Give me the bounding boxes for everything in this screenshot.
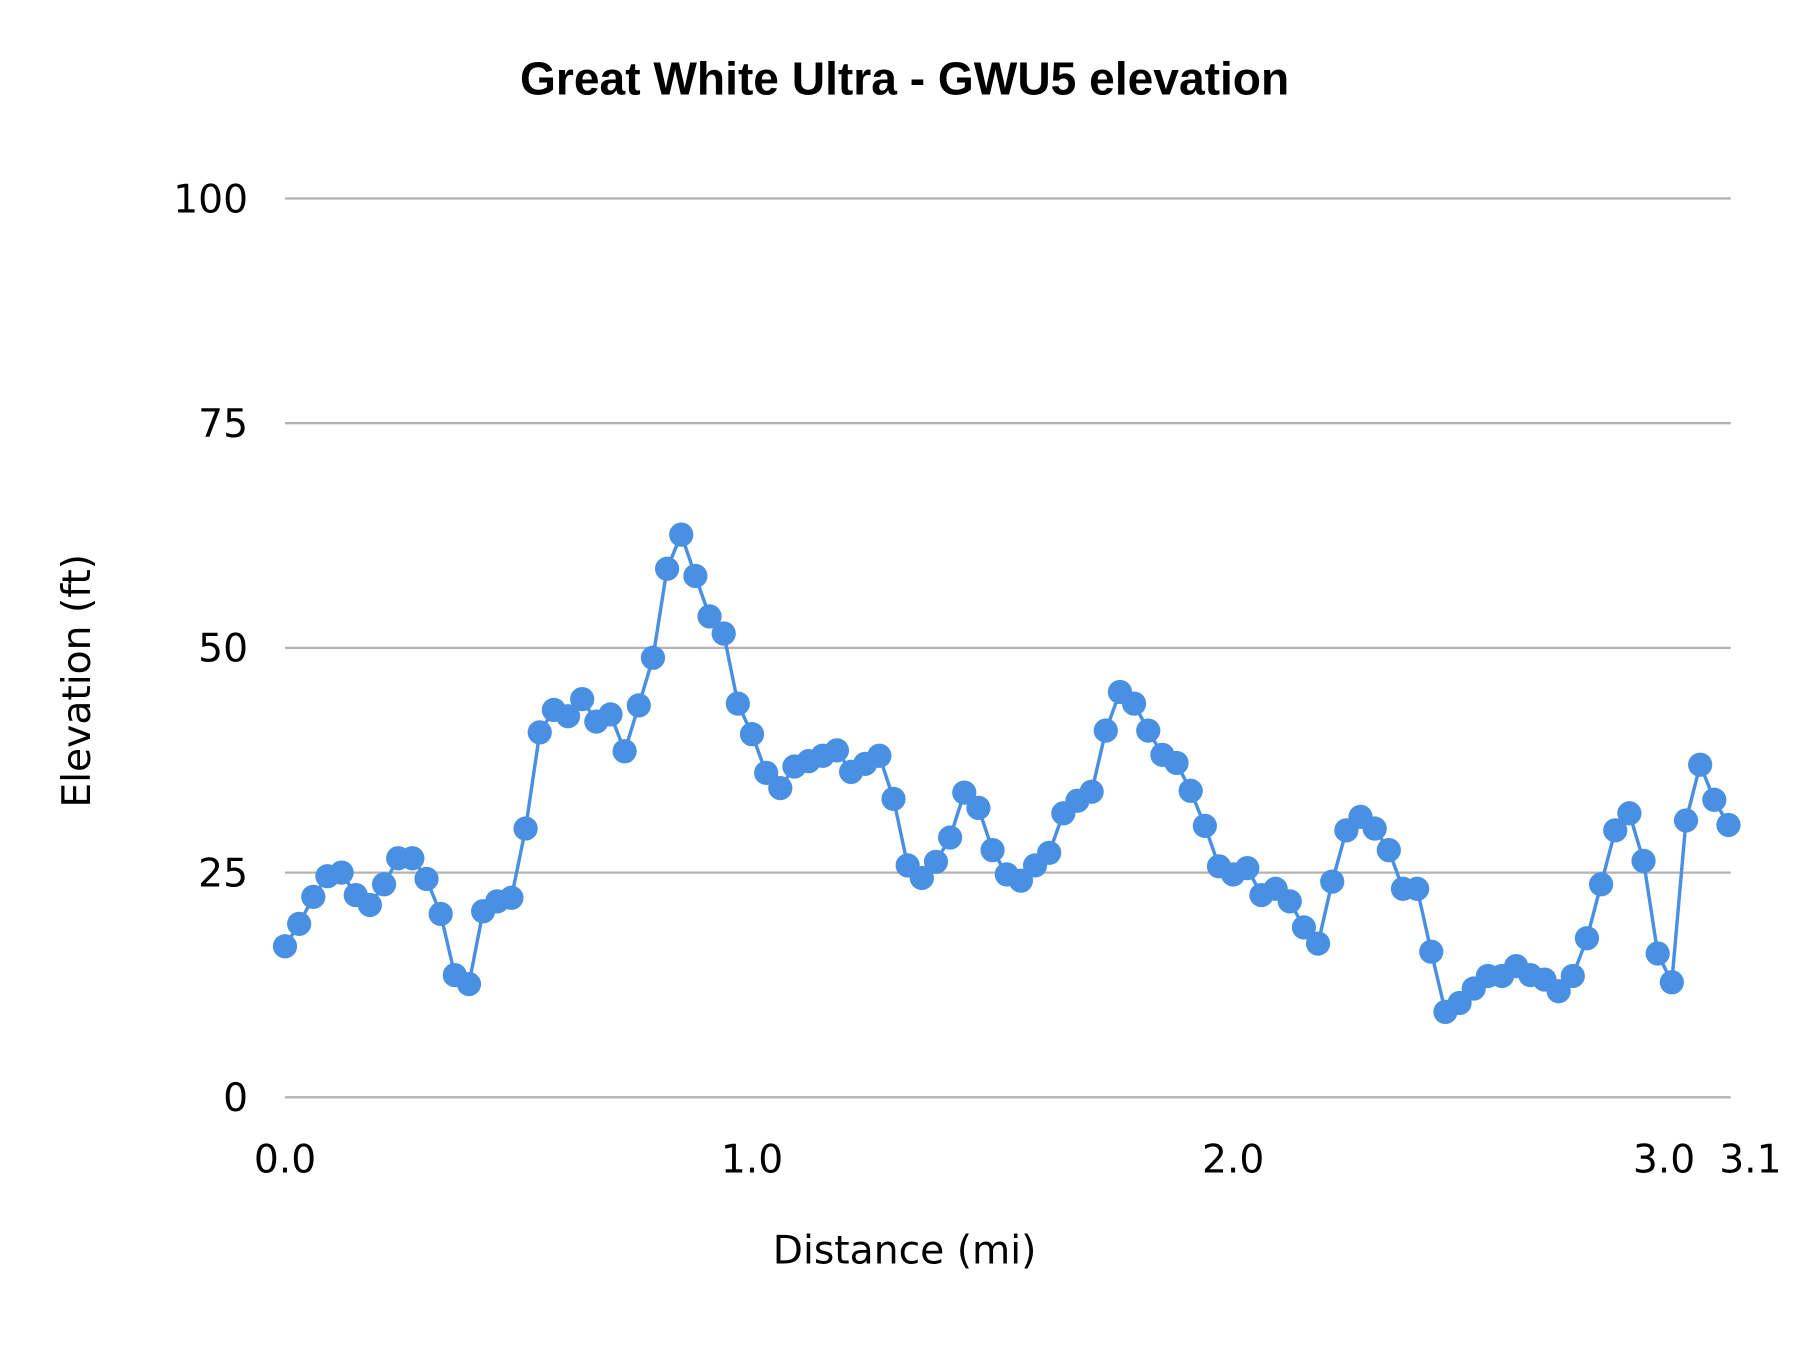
data-point <box>640 645 666 670</box>
data-point <box>527 720 552 745</box>
data-point <box>725 691 750 716</box>
y-axis-ticks: 0 25 50 75 100 <box>173 177 248 1121</box>
data-point <box>1121 691 1147 716</box>
y-tick-label: 0 <box>223 1076 248 1121</box>
data-point <box>1291 915 1317 940</box>
data-point <box>1376 838 1401 863</box>
data-point <box>1362 816 1387 841</box>
data-point <box>683 563 708 589</box>
data-point <box>980 838 1005 863</box>
x-axis-ticks: 0.0 1.0 2.0 3.0 3.1 <box>254 1137 1782 1182</box>
data-point <box>1546 979 1571 1004</box>
data-point <box>598 702 623 727</box>
data-point <box>711 621 736 646</box>
data-point <box>1588 872 1614 897</box>
data-point <box>1688 752 1713 777</box>
y-tick-label: 75 <box>198 402 248 447</box>
data-point <box>1320 869 1345 894</box>
data-point <box>301 884 326 909</box>
data-point <box>1305 931 1331 956</box>
x-tick-label: 3.0 <box>1633 1137 1695 1182</box>
data-point <box>1405 876 1430 901</box>
x-axis-label: Distance (mi) <box>773 1228 1037 1273</box>
data-point <box>1617 801 1642 826</box>
data-point <box>287 911 312 936</box>
data-point <box>1037 840 1062 865</box>
data-point <box>697 604 722 629</box>
data-point <box>966 795 991 820</box>
data-point <box>1008 868 1033 893</box>
data-point <box>1136 718 1161 743</box>
x-tick-label: 3.1 <box>1719 1137 1781 1182</box>
data-point <box>272 934 298 959</box>
x-tick-label: 0.0 <box>254 1137 316 1182</box>
data-point <box>938 825 963 850</box>
x-tick-label: 2.0 <box>1202 1137 1264 1182</box>
data-point <box>1178 778 1203 803</box>
data-point <box>909 865 934 891</box>
data-point <box>1603 818 1628 843</box>
data-point <box>1277 889 1302 914</box>
data-point <box>570 687 595 712</box>
data-point <box>1716 812 1741 838</box>
data-point <box>626 693 651 718</box>
data-point <box>1192 813 1217 838</box>
data-point <box>456 971 482 997</box>
x-tick-label: 1.0 <box>721 1137 783 1182</box>
data-point <box>1574 926 1600 951</box>
series-elevation <box>272 522 1741 1025</box>
data-point <box>1164 750 1189 776</box>
data-point <box>1702 787 1727 812</box>
data-point <box>1631 848 1656 874</box>
data-point <box>329 860 354 885</box>
data-point <box>881 786 906 812</box>
data-point <box>555 704 581 729</box>
y-axis-label: Elevation (ft) <box>55 554 100 808</box>
data-point <box>612 739 637 764</box>
data-point <box>400 846 425 871</box>
data-point <box>824 738 850 763</box>
data-point <box>669 522 694 547</box>
data-point <box>1093 718 1118 743</box>
data-point <box>1659 970 1684 995</box>
chart-title: Great White Ultra - GWU5 elevation <box>520 53 1289 105</box>
data-point <box>414 866 439 892</box>
y-tick-label: 25 <box>198 851 248 896</box>
data-point <box>513 816 538 841</box>
data-point <box>867 743 892 768</box>
data-point <box>768 775 793 801</box>
y-tick-label: 100 <box>173 177 248 222</box>
data-point <box>1079 779 1104 804</box>
data-point <box>1419 939 1444 964</box>
data-point <box>952 780 977 805</box>
data-point <box>371 872 397 897</box>
series-line <box>283 529 1730 1015</box>
data-point <box>499 885 524 910</box>
data-point <box>1235 855 1260 881</box>
data-point <box>739 722 765 747</box>
data-point <box>754 760 779 785</box>
data-point <box>357 892 383 918</box>
gridlines <box>285 197 1731 1099</box>
data-point <box>1645 941 1670 966</box>
data-point <box>1673 808 1699 833</box>
data-point <box>923 849 949 874</box>
y-tick-label: 50 <box>198 627 248 672</box>
data-point <box>428 901 453 927</box>
data-point <box>654 556 680 581</box>
data-point <box>1560 963 1585 989</box>
